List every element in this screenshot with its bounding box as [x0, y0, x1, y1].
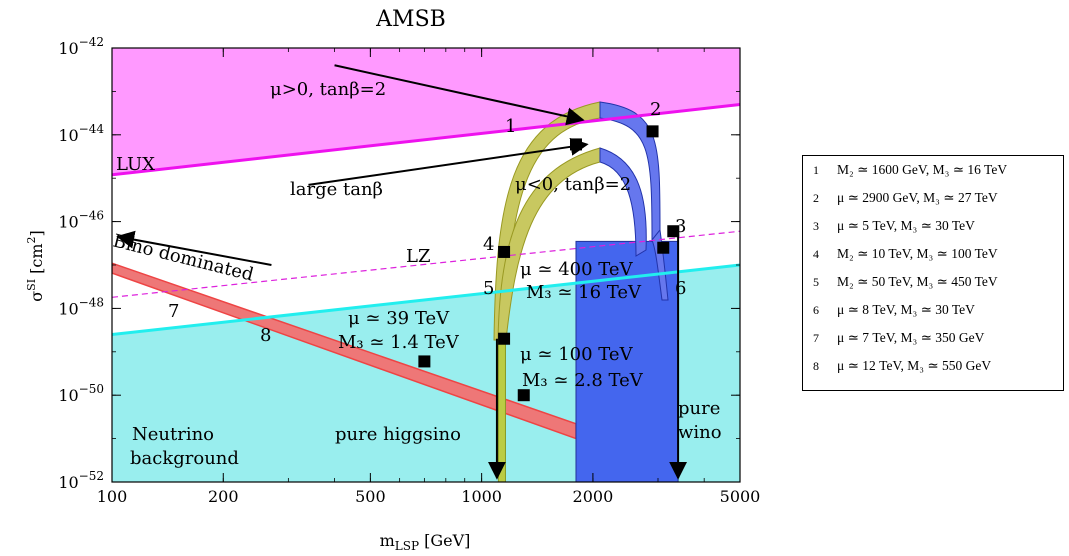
legend-row-5: 5 M₂ ≃ 50 TeV, M₃ ≃ 450 TeV — [803, 268, 1063, 296]
chart-title: AMSB — [375, 7, 446, 32]
mu-400-label: μ ≃ 400 TeV — [520, 259, 634, 280]
lux-excluded-region — [112, 48, 740, 175]
x-tick-label: 5000 — [720, 487, 761, 506]
neutrino-label-line1: Neutrino — [132, 424, 214, 445]
y-tick-label: 10−44 — [58, 122, 104, 145]
legend-text: μ ≃ 8 TeV, M₃ ≃ 30 TeV — [837, 302, 975, 317]
large-tanb-arrow — [308, 137, 589, 186]
legend-number: 5 — [813, 274, 819, 289]
benchmark-point-5 — [498, 332, 511, 345]
plot-area — [112, 48, 740, 482]
benchmark-point-8 — [517, 389, 530, 402]
lz-line — [112, 230, 740, 298]
y-tick-label: 10−46 — [58, 209, 104, 232]
benchmark-point-4 — [498, 245, 511, 258]
legend-text: μ ≃ 7 TeV, M₃ ≃ 350 GeV — [837, 330, 985, 345]
legend-row-7: 7 μ ≃ 7 TeV, M₃ ≃ 350 GeV — [803, 324, 1063, 352]
large-tanb-label: large tanβ — [290, 179, 383, 200]
pure-higgsino-label: pure higgsino — [335, 424, 461, 445]
legend-number: 3 — [813, 218, 819, 233]
y-tick-label: 10−50 — [58, 382, 104, 405]
lux-label: LUX — [116, 154, 155, 175]
benchmark-point-7 — [418, 355, 431, 368]
lz-label: LZ — [406, 246, 430, 267]
legend-row-1: 1 M₂ ≃ 1600 GeV, M₃ ≃ 16 TeV — [803, 156, 1063, 184]
point-label-5: 5 — [483, 278, 494, 299]
x-tick-label: 2000 — [573, 487, 614, 506]
x-tick-label: 200 — [208, 487, 239, 506]
y-tick-label: 10−42 — [58, 35, 104, 58]
point-label-1: 1 — [505, 116, 516, 137]
neutrino-label-line2: background — [130, 448, 239, 469]
legend-text: M₂ ≃ 1600 GeV, M₃ ≃ 16 TeV — [837, 162, 1008, 177]
x-axis-label: mLSP [GeV] — [380, 531, 471, 553]
legend-text: μ ≃ 12 TeV, M₃ ≃ 550 GeV — [837, 358, 992, 373]
point-label-8: 8 — [260, 325, 271, 346]
benchmark-point-3 — [667, 225, 680, 238]
y-tick-label: 10−52 — [58, 469, 104, 492]
legend-row-3: 3 μ ≃ 5 TeV, M₃ ≃ 30 TeV — [803, 212, 1063, 240]
wino-band-tail — [651, 228, 669, 301]
y-axis-label: σSI [cm2] — [25, 230, 46, 302]
neutrino-line — [112, 263, 740, 337]
mu-negative-label: μ<0, tanβ=2 — [515, 174, 631, 195]
legend-number: 8 — [813, 358, 819, 373]
legend-text: μ ≃ 5 TeV, M₃ ≃ 30 TeV — [837, 218, 975, 233]
pure-wino-label-line2: wino — [678, 422, 722, 443]
legend-number: 6 — [813, 302, 819, 317]
mu-39-label: μ ≃ 39 TeV — [348, 308, 450, 329]
m3-16-label: M₃ ≃ 16 TeV — [526, 282, 642, 303]
mu-100-label: μ ≃ 100 TeV — [520, 344, 634, 365]
legend-row-6: 6 μ ≃ 8 TeV, M₃ ≃ 30 TeV — [803, 296, 1063, 324]
bino-dominated-arrow — [116, 230, 272, 266]
point-label-2: 2 — [650, 99, 661, 120]
lux-line — [112, 102, 740, 177]
legend-number: 1 — [813, 162, 819, 177]
legend-text: μ ≃ 2900 GeV, M₃ ≃ 27 TeV — [837, 190, 998, 205]
x-tick-label: 500 — [355, 487, 386, 506]
legend-row-8: 8 μ ≃ 12 TeV, M₃ ≃ 550 GeV — [803, 352, 1063, 380]
point-label-6: 6 — [675, 278, 686, 299]
axes: 100 200 500 1000 2000 5000 10−52 10−50 10−48 10−4… — [58, 35, 760, 506]
pure-wino-label-line1: pure — [678, 398, 720, 419]
x-tick-label: 100 — [97, 487, 128, 506]
point-label-3: 3 — [675, 216, 686, 237]
legend-row-4: 4 M₂ ≃ 10 TeV, M₃ ≃ 100 TeV — [803, 240, 1063, 268]
lower-wino-band — [599, 147, 647, 257]
legend-text: M₂ ≃ 10 TeV, M₃ ≃ 100 TeV — [837, 246, 998, 261]
mu-positive-arrow — [334, 64, 585, 126]
y-tick-label: 10−48 — [58, 295, 104, 318]
mu-positive-label: μ>0, tanβ=2 — [270, 79, 386, 100]
legend-number: 4 — [813, 246, 819, 261]
m3-1-4-label: M₃ ≃ 1.4 TeV — [338, 332, 460, 353]
point-label-4: 4 — [483, 234, 494, 255]
legend-number: 7 — [813, 330, 819, 345]
legend-box: 1 M₂ ≃ 1600 GeV, M₃ ≃ 16 TeV 2 μ ≃ 2900 GeV… — [802, 155, 1064, 391]
legend-number: 2 — [813, 190, 819, 205]
benchmark-point-6 — [657, 241, 670, 254]
legend-text: M₂ ≃ 50 TeV, M₃ ≃ 450 TeV — [837, 274, 998, 289]
m3-2-8-label: M₃ ≃ 2.8 TeV — [522, 370, 644, 391]
legend-row-2: 2 μ ≃ 2900 GeV, M₃ ≃ 27 TeV — [803, 184, 1063, 212]
point-label-7: 7 — [168, 301, 179, 322]
x-tick-label: 1000 — [461, 487, 502, 506]
benchmark-point-2 — [646, 125, 659, 138]
